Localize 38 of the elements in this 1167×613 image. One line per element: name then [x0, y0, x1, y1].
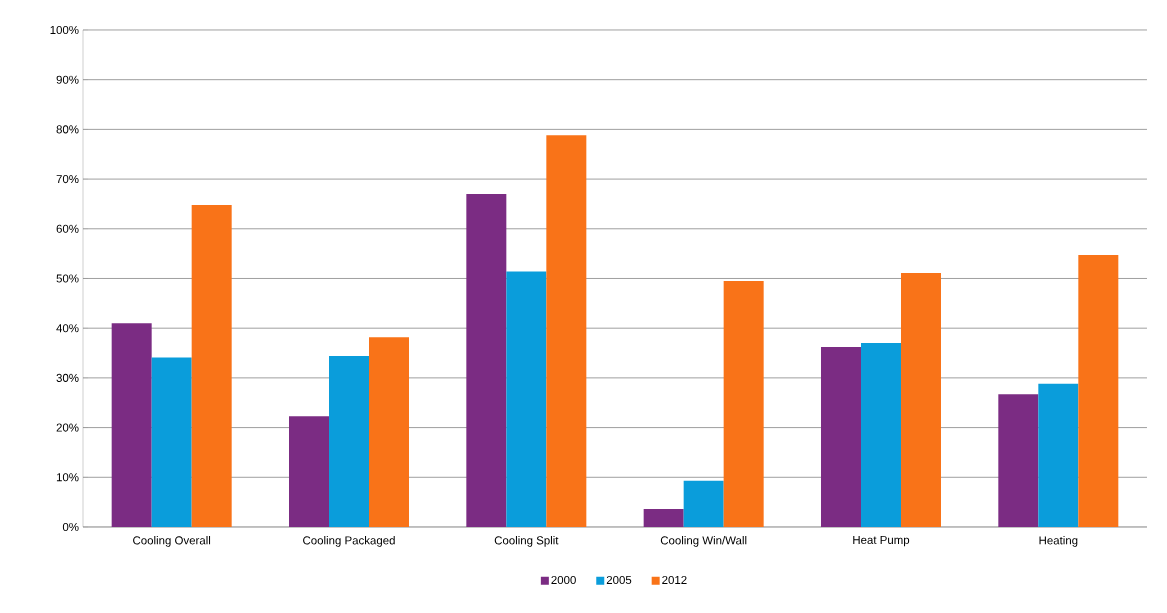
- y-tick-label: 50%: [56, 274, 79, 283]
- bar: [369, 337, 409, 527]
- bar: [683, 480, 724, 527]
- bar: [111, 323, 152, 527]
- x-tick-label: Cooling Split: [494, 536, 559, 547]
- x-tick-label: Heat Pump: [853, 536, 910, 547]
- bar: [191, 204, 232, 527]
- bar: [723, 280, 764, 527]
- y-tick-label: 40%: [56, 324, 79, 333]
- bar: [151, 357, 192, 527]
- bar: [1038, 383, 1079, 527]
- legend-label: 2000: [551, 575, 576, 585]
- bar: [329, 356, 369, 527]
- x-tick-label: Cooling Overall: [133, 536, 211, 547]
- y-tick-label: 100%: [50, 25, 79, 35]
- y-tick-label: 70%: [56, 175, 79, 184]
- y-tick-label: 10%: [56, 473, 79, 482]
- bar: [466, 193, 507, 527]
- bar: [506, 271, 547, 527]
- bar: [860, 343, 901, 527]
- y-tick-label: 30%: [56, 373, 79, 382]
- bar: [546, 135, 587, 527]
- y-tick-label: 20%: [56, 423, 79, 432]
- y-tick-label: 90%: [56, 75, 79, 84]
- x-tick-label: Heating: [1039, 536, 1078, 547]
- bar: [998, 394, 1039, 527]
- y-tick-label: 60%: [56, 224, 79, 233]
- bar: [289, 416, 329, 527]
- bar: [820, 347, 861, 527]
- x-tick-label: Cooling Packaged: [303, 536, 395, 547]
- bar: [643, 509, 684, 527]
- legend-label: 2005: [606, 575, 632, 585]
- y-tick-label: 80%: [56, 125, 79, 134]
- y-tick-label: 0%: [62, 522, 79, 532]
- legend-label: 2012: [662, 575, 687, 585]
- bar: [900, 273, 941, 527]
- x-tick-label: Cooling Win/Wall: [660, 536, 747, 547]
- bar: [1078, 255, 1119, 527]
